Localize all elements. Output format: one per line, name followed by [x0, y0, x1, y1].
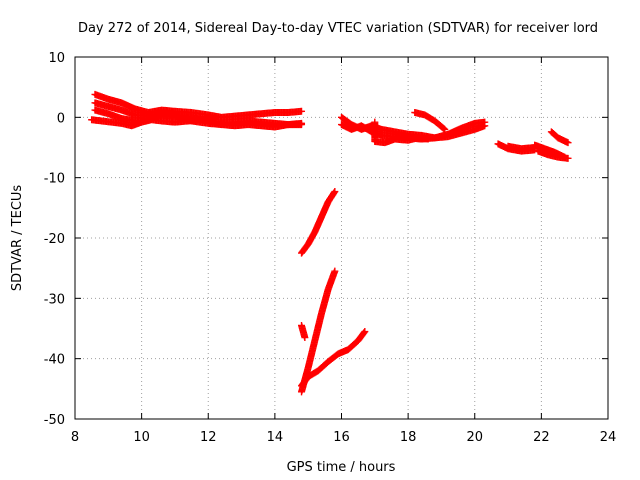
data-point: [331, 188, 339, 196]
x-tick-label: 20: [466, 430, 483, 445]
data-point: [301, 334, 309, 342]
data-point: [564, 154, 572, 162]
data-point: [211, 115, 219, 123]
y-tick-label: -40: [44, 353, 65, 368]
x-tick-labels: 8 10 12 14 16 18 20 22 24: [71, 430, 616, 445]
y-tick-label: -20: [44, 232, 65, 247]
data-point: [481, 118, 489, 126]
axis-ticks: [74, 56, 609, 420]
x-axis-label: GPS time / hours: [287, 460, 396, 475]
chart-title: Day 272 of 2014, Sidereal Day-to-day VTE…: [78, 21, 598, 36]
data-points: [88, 90, 572, 396]
x-tick-label: 16: [333, 430, 350, 445]
x-tick-label: 22: [533, 430, 550, 445]
x-tick-label: 8: [71, 430, 79, 445]
y-tick-label: 10: [48, 51, 65, 66]
data-point: [564, 139, 572, 147]
data-point: [298, 107, 306, 115]
data-point: [440, 125, 448, 133]
data-point: [441, 125, 449, 133]
data-point: [360, 329, 368, 337]
y-tick-label: 0: [57, 111, 65, 126]
y-tick-label: -30: [44, 292, 65, 307]
x-tick-label: 12: [200, 430, 217, 445]
x-tick-label: 10: [133, 430, 150, 445]
data-point: [361, 328, 369, 336]
x-tick-label: 18: [400, 430, 417, 445]
y-axis-label: SDTVAR / TECUs: [10, 185, 25, 292]
y-tick-label: -50: [44, 413, 65, 428]
y-tick-label: -10: [44, 172, 65, 187]
x-tick-label: 24: [600, 430, 617, 445]
data-point: [424, 135, 432, 143]
x-tick-label: 14: [267, 430, 284, 445]
y-tick-labels: -50 -40 -30 -20 -10 0 10: [44, 51, 65, 428]
data-point: [298, 119, 306, 127]
data-point: [331, 267, 339, 275]
